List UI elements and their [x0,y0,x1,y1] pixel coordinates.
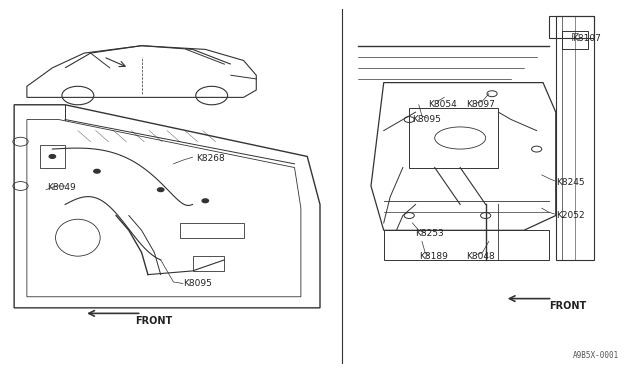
Text: K8095: K8095 [183,279,212,288]
Text: K8107: K8107 [572,34,600,43]
Circle shape [94,169,100,173]
Text: K8245: K8245 [556,178,584,187]
Circle shape [202,199,209,203]
Text: K8097: K8097 [467,100,495,109]
Text: K8268: K8268 [196,154,225,163]
Text: K8253: K8253 [415,230,444,238]
Bar [40,145,65,167]
Text: K8095: K8095 [412,115,441,124]
Text: K8049: K8049 [47,183,76,192]
Circle shape [157,188,164,192]
Text: A9B5X-0001: A9B5X-0001 [573,350,620,359]
Text: FRONT: FRONT [549,301,587,311]
Bar [562,31,588,49]
Text: K8054: K8054 [428,100,457,109]
Text: K8048: K8048 [467,251,495,261]
Bar [193,256,225,271]
Bar [180,223,244,238]
Text: K2052: K2052 [556,211,584,220]
Bar [409,109,499,167]
Circle shape [49,155,56,158]
Bar [384,230,549,260]
Text: FRONT: FRONT [135,316,172,326]
Text: K8189: K8189 [419,251,447,261]
